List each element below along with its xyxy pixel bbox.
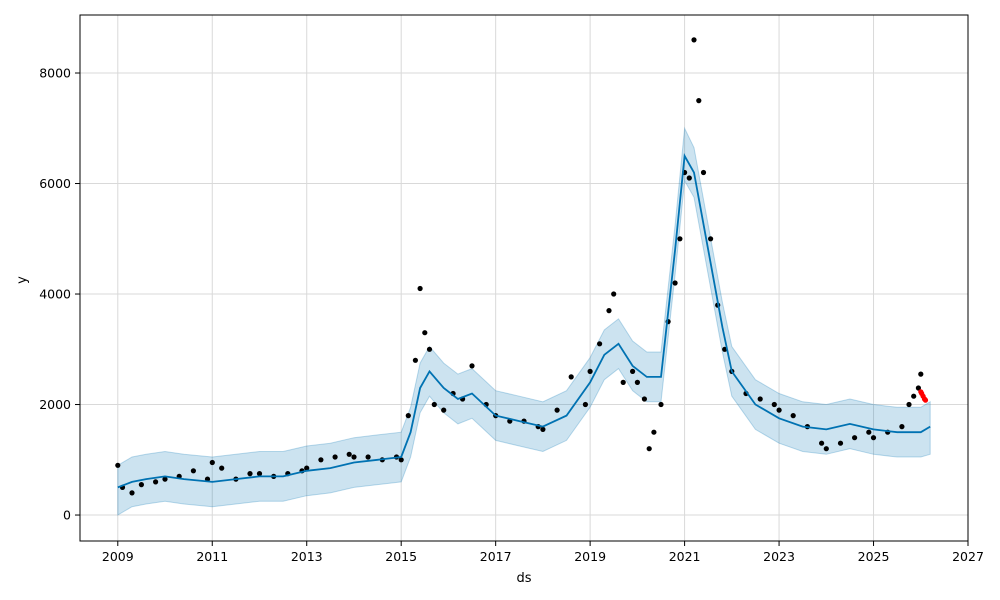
- observed-point: [469, 363, 475, 369]
- observed-point: [658, 401, 664, 408]
- observed-point: [405, 413, 411, 419]
- observed-point: [771, 401, 777, 408]
- recent-actual-points-layer: [918, 389, 929, 403]
- observed-point: [554, 407, 560, 413]
- plot-frame: [79, 14, 969, 542]
- observed-point: [691, 37, 697, 43]
- observed-point: [115, 462, 121, 468]
- observed-point: [431, 401, 437, 408]
- forecast-line-layer: [117, 152, 931, 489]
- observed-point: [568, 374, 574, 380]
- observed-point: [209, 459, 215, 466]
- y-tick-label: 4000: [39, 287, 71, 302]
- observed-point: [700, 169, 707, 176]
- observed-point: [417, 285, 423, 292]
- y-axis-ticks: 0 2000 4000 6000 8000: [39, 66, 80, 523]
- observed-point: [138, 482, 144, 488]
- observed-point: [757, 396, 763, 402]
- x-tick-label: 2023: [763, 549, 795, 564]
- observed-point: [630, 368, 636, 374]
- x-tick-label: 2019: [574, 549, 606, 564]
- x-tick-label: 2013: [291, 549, 323, 564]
- observed-point: [852, 435, 858, 441]
- observed-point: [332, 454, 338, 460]
- forecast-line: [117, 152, 931, 489]
- observed-point: [651, 429, 657, 435]
- x-tick-label: 2025: [858, 549, 890, 564]
- observed-point: [190, 468, 196, 474]
- observed-point: [823, 446, 829, 452]
- recent-actual-point: [922, 397, 929, 403]
- observed-point: [162, 476, 168, 482]
- y-axis-label: y: [15, 276, 30, 284]
- observed-point: [540, 426, 546, 432]
- observed-point: [304, 465, 310, 471]
- y-tick-label: 6000: [39, 176, 71, 191]
- uncertainty-band-layer: [117, 126, 931, 516]
- observed-point: [672, 280, 678, 286]
- observed-point: [708, 236, 714, 242]
- observed-point: [219, 465, 225, 471]
- observed-point: [606, 308, 612, 314]
- x-tick-label: 2015: [385, 549, 417, 564]
- observed-point: [620, 379, 626, 385]
- observed-point: [129, 490, 135, 496]
- observed-point: [422, 330, 428, 336]
- observed-point: [597, 341, 603, 347]
- uncertainty-band: [117, 126, 931, 516]
- observed-point: [587, 368, 593, 374]
- observed-point: [426, 346, 433, 352]
- observed-point: [318, 457, 324, 463]
- observed-point: [256, 471, 263, 477]
- observed-point: [686, 175, 692, 181]
- observed-point: [646, 446, 652, 452]
- observed-point: [915, 385, 922, 391]
- observed-point: [153, 479, 159, 485]
- observed-point: [441, 407, 447, 413]
- observed-point: [611, 291, 617, 297]
- observed-point: [918, 371, 924, 377]
- observed-point: [790, 413, 796, 419]
- observed-point: [641, 396, 648, 402]
- observed-point: [398, 457, 404, 463]
- observed-point: [906, 401, 912, 408]
- observed-point: [866, 429, 872, 435]
- observed-point: [870, 435, 877, 441]
- observed-point: [351, 454, 357, 460]
- observed-point: [819, 440, 825, 446]
- observed-point: [582, 401, 589, 408]
- x-tick-label: 2011: [196, 549, 228, 564]
- grid-layer: [80, 15, 969, 541]
- observed-point: [696, 98, 702, 104]
- x-tick-label: 2017: [480, 549, 512, 564]
- y-tick-label: 0: [63, 508, 71, 523]
- observed-point: [365, 454, 371, 460]
- observed-point: [899, 424, 905, 430]
- y-tick-label: 8000: [39, 66, 71, 81]
- x-tick-label: 2021: [669, 549, 701, 564]
- x-tick-label: 2027: [952, 549, 984, 564]
- observed-point: [346, 451, 352, 457]
- x-tick-label: 2009: [102, 549, 134, 564]
- observed-point: [911, 393, 917, 399]
- observed-point: [634, 379, 641, 385]
- x-axis-ticks: 2009 2011 2013 2015 2017 2019 2021 2023 2025 2027: [102, 541, 984, 564]
- observed-point: [412, 357, 418, 363]
- observed-point: [776, 407, 782, 413]
- observed-point: [677, 236, 683, 242]
- observed-point: [247, 471, 253, 477]
- y-tick-label: 2000: [39, 397, 71, 412]
- observed-point: [837, 440, 844, 446]
- x-axis-label: ds: [516, 571, 531, 586]
